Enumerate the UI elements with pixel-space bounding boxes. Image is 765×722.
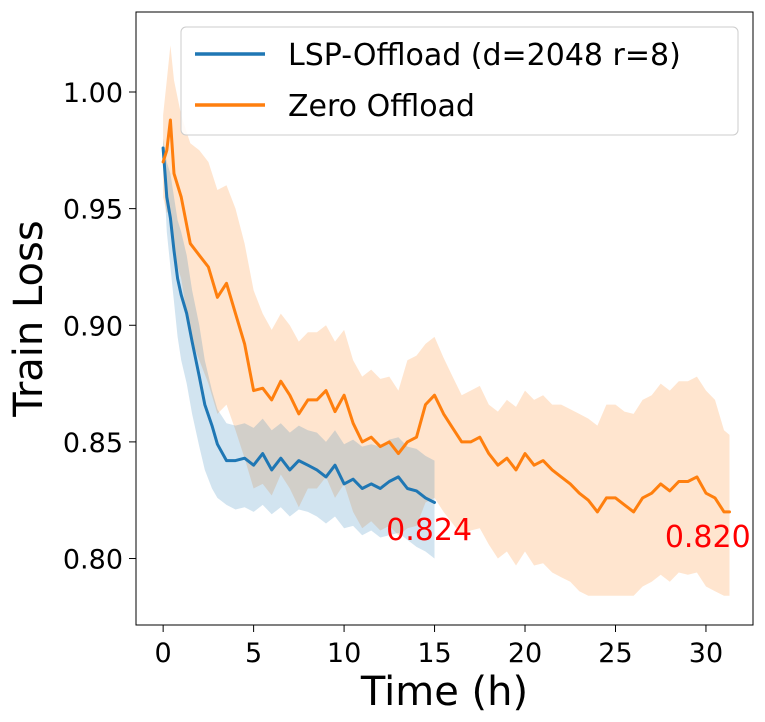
legend-box [180,26,739,136]
y-tick-label: 0.95 [63,195,123,226]
annotation-label: 0.824 [386,513,472,548]
x-tick-label: 15 [417,638,451,669]
y-tick-label: 1.00 [63,78,123,109]
annotation-label: 0.820 [665,520,751,555]
legend: LSP-Offload (d=2048 r=8) Zero Offload [180,26,739,136]
legend-entry-label: LSP-Offload (d=2048 r=8) [288,38,681,73]
x-tick-label: 0 [155,638,172,669]
x-tick-label: 20 [508,638,542,669]
y-axis-ticks: 0.80 0.85 0.90 0.95 1.00 [63,78,136,576]
x-tick-label: 5 [245,638,262,669]
line-series-1 [161,146,436,504]
confidence-bands [163,45,730,596]
plot-frame [135,11,754,626]
y-axis-label: Train Loss [6,220,52,417]
y-tick-label: 0.80 [63,545,123,576]
band-series-1 [163,138,435,559]
legend-entry-label: Zero Offload [288,89,475,124]
band-series-2 [163,45,730,596]
series-lines [161,118,731,514]
y-tick-label: 0.85 [63,428,123,459]
x-tick-label: 30 [689,638,723,669]
x-tick-label: 25 [598,638,632,669]
x-axis-label: Time (h) [360,669,528,715]
x-tick-label: 10 [327,638,361,669]
x-axis-ticks: 0 5 10 15 20 25 30 [155,625,723,669]
line-series-2 [161,118,731,514]
end-value-annotations: 0.824 0.820 [386,513,751,555]
y-tick-label: 0.90 [63,311,123,342]
